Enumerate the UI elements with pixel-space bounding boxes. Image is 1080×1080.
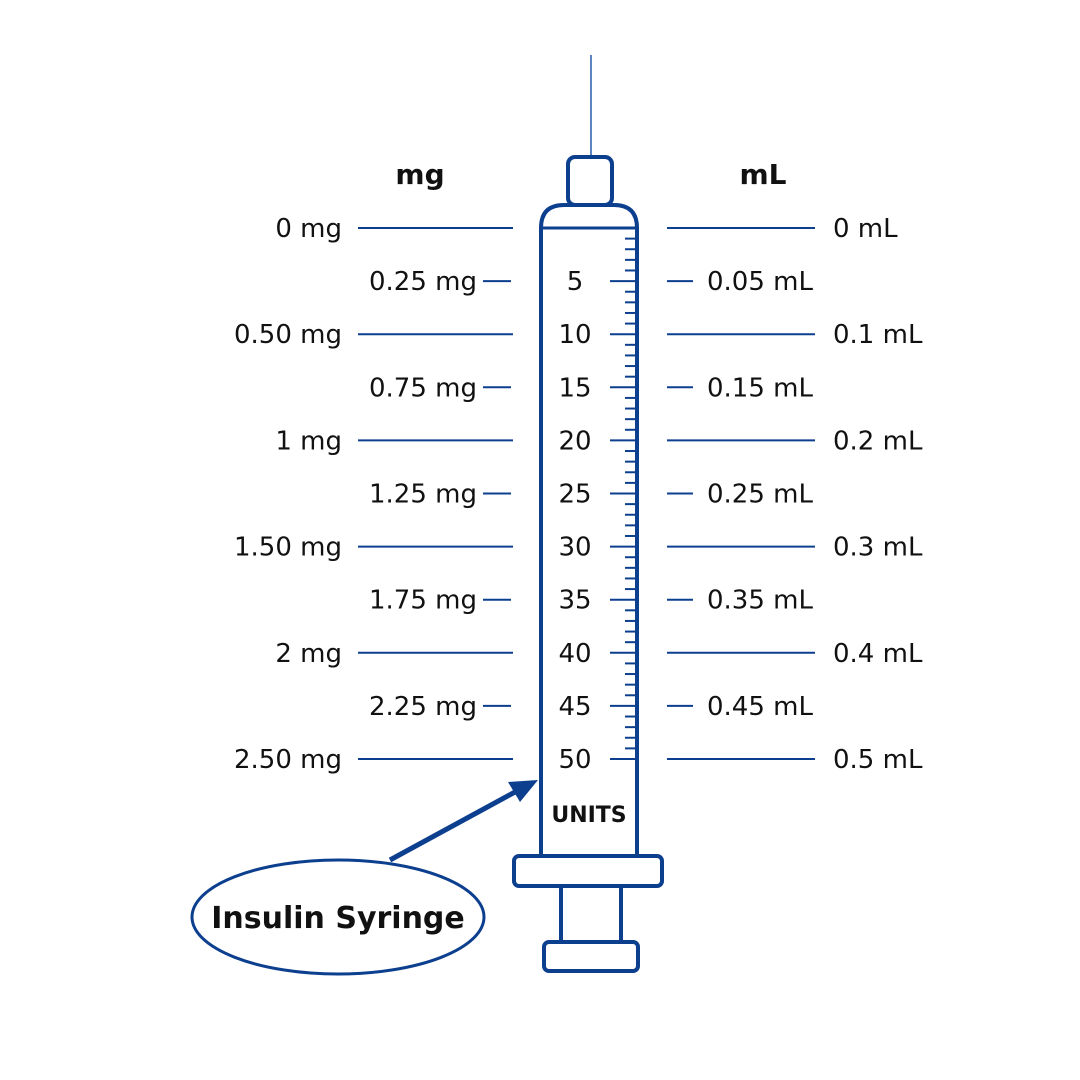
syringe-barrel bbox=[539, 203, 639, 855]
ml-label: 0.2 mL bbox=[833, 426, 923, 456]
unit-number-label: 40 bbox=[558, 639, 591, 669]
mg-label: 2.25 mg bbox=[369, 692, 477, 722]
mg-label: 0.75 mg bbox=[369, 373, 477, 403]
unit-number-label: 35 bbox=[558, 586, 591, 616]
ml-label: 0 mL bbox=[833, 214, 898, 244]
mg-label: 0.50 mg bbox=[234, 320, 342, 350]
unit-number-label: 20 bbox=[558, 426, 591, 456]
ml-label: 0.3 mL bbox=[833, 533, 923, 563]
unit-number-label: 45 bbox=[558, 692, 591, 722]
mg-label: 0 mg bbox=[275, 214, 342, 244]
unit-number-label: 30 bbox=[558, 533, 591, 563]
unit-number-label: 15 bbox=[558, 373, 591, 403]
mg-header: mg bbox=[395, 158, 444, 191]
mg-label: 1.75 mg bbox=[369, 586, 477, 616]
plunger-thumb-rest bbox=[542, 940, 640, 973]
callout-arrowhead bbox=[508, 780, 538, 802]
ml-label: 0.45 mL bbox=[707, 692, 813, 722]
units-label: UNITS bbox=[551, 803, 626, 828]
mg-label: 1.50 mg bbox=[234, 533, 342, 563]
ml-label: 0.05 mL bbox=[707, 267, 813, 297]
ml-label: 0.4 mL bbox=[833, 639, 923, 669]
callout-bubble bbox=[190, 858, 486, 976]
mg-label: 2 mg bbox=[275, 639, 342, 669]
ml-label: 0.5 mL bbox=[833, 745, 923, 775]
ml-label: 0.25 mL bbox=[707, 480, 813, 510]
ml-header: mL bbox=[739, 158, 786, 191]
unit-number-label: 5 bbox=[567, 267, 584, 297]
ml-label: 0.15 mL bbox=[707, 373, 813, 403]
mg-label: 1 mg bbox=[275, 426, 342, 456]
mg-label: 0.25 mg bbox=[369, 267, 477, 297]
callout-arrow-line bbox=[388, 789, 517, 863]
mg-label: 2.50 mg bbox=[234, 745, 342, 775]
unit-number-label: 10 bbox=[558, 320, 591, 350]
ml-label: 0.1 mL bbox=[833, 320, 923, 350]
needle-hub bbox=[566, 155, 614, 207]
finger-flange bbox=[512, 854, 664, 888]
unit-number-label: 50 bbox=[558, 745, 591, 775]
ml-label: 0.35 mL bbox=[707, 586, 813, 616]
callout-label: Insulin Syringe bbox=[211, 901, 465, 936]
mg-label: 1.25 mg bbox=[369, 480, 477, 510]
plunger-rod bbox=[559, 884, 623, 944]
unit-number-label: 25 bbox=[558, 480, 591, 510]
